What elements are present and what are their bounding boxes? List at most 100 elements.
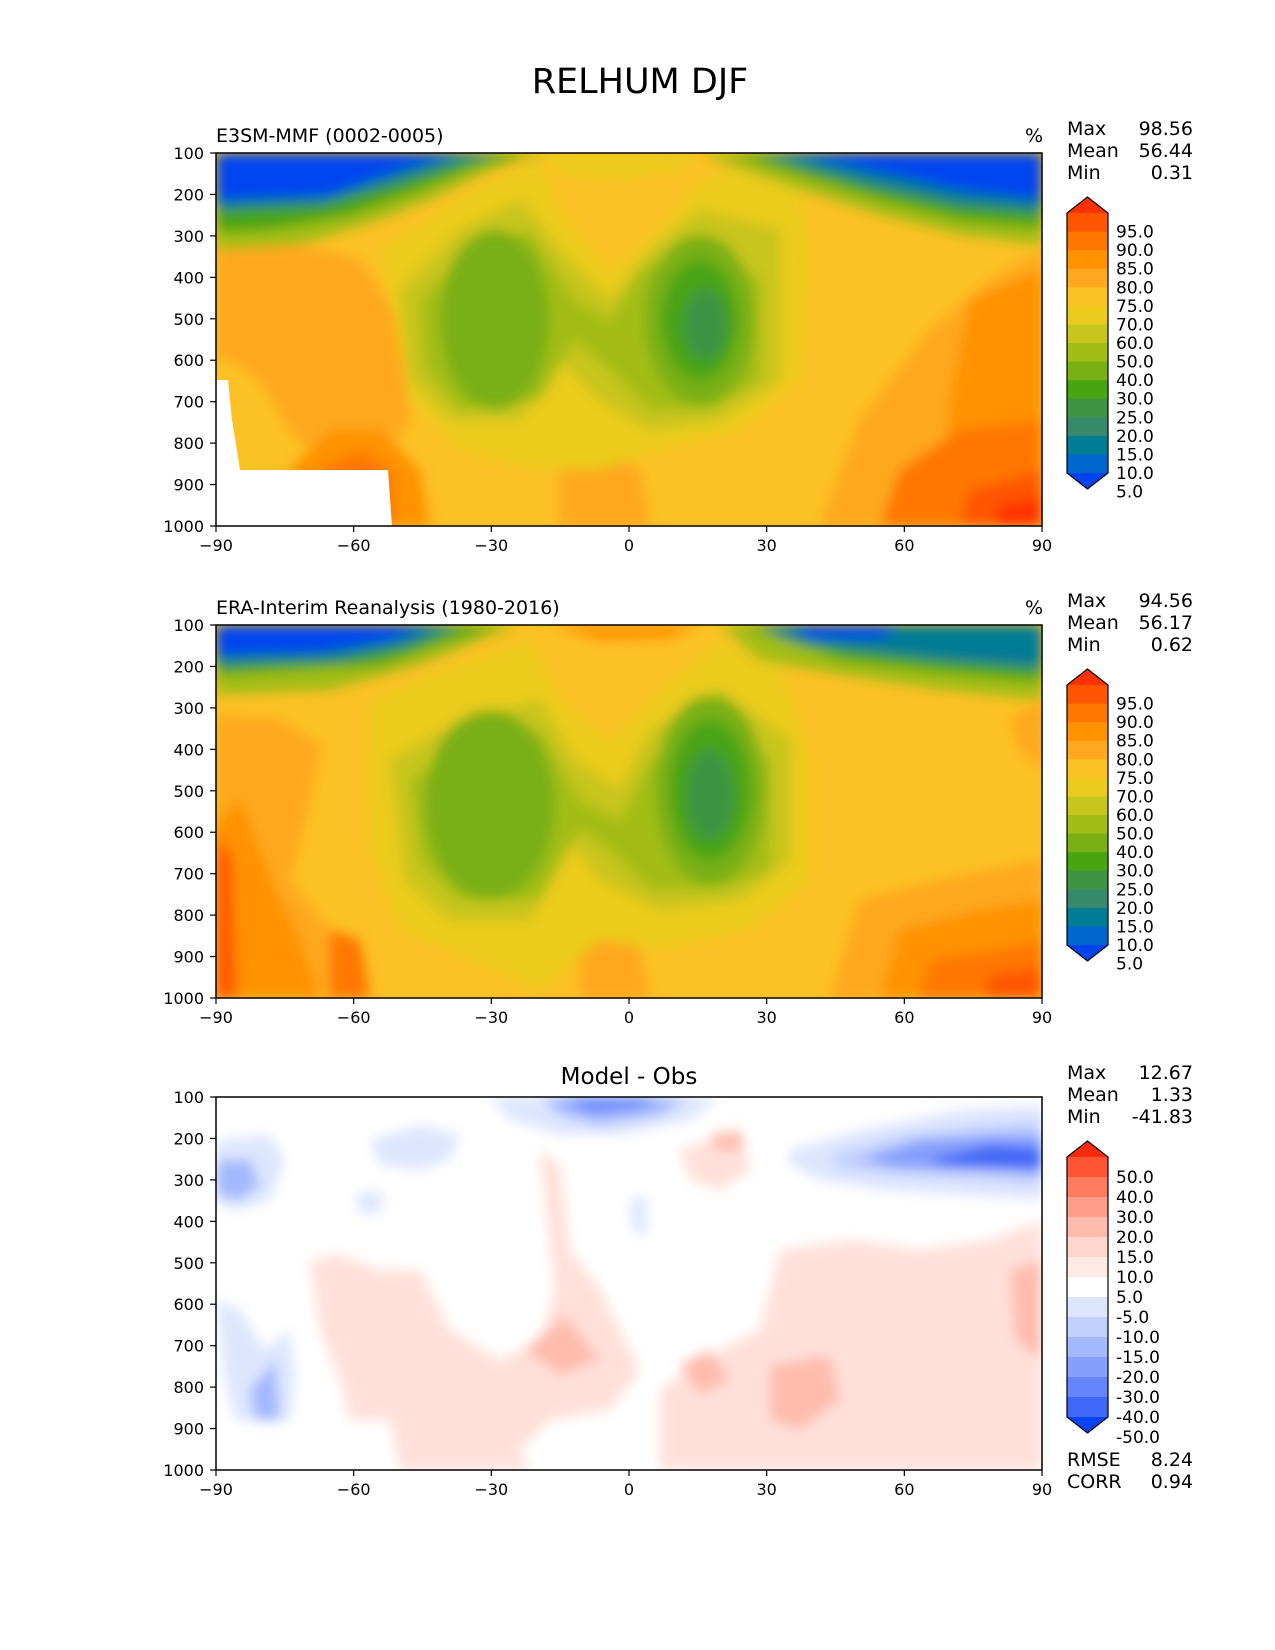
stat-value-max: 94.56 [1139,590,1193,612]
colorbar-segment [1067,1157,1108,1178]
colorbar-segment [1067,343,1108,363]
x-tick-label: 60 [894,536,914,555]
stat-value-mean: 56.17 [1139,612,1193,634]
colorbar-segment [1067,1177,1108,1198]
y-tick-label: 800 [173,906,204,925]
y-tick-label: 400 [173,740,204,759]
colorbar-segment [1067,703,1108,723]
x-tick-label: −90 [199,1008,233,1027]
y-tick-label: 500 [173,782,204,801]
y-tick-label: 400 [173,268,204,287]
colorbar-tick-label: 25.0 [1116,880,1154,900]
x-tick-label: −30 [474,536,508,555]
colorbar-segment [1067,361,1108,381]
stat-label-max: Max [1067,1062,1106,1084]
colorbar-tick-label: -5.0 [1116,1308,1149,1328]
colorbar-tick-label: -40.0 [1116,1408,1160,1428]
y-tick-label: 600 [173,823,204,842]
colorbar-segment [1067,305,1108,325]
y-tick-label: 100 [173,1088,204,1107]
colorbar-tick-label: 15.0 [1116,445,1154,465]
colorbar-extend-min [1067,945,1108,961]
colorbar-segment [1067,1217,1108,1238]
colorbar-segment [1067,740,1108,760]
colorbar-segment [1067,213,1108,233]
x-tick-label: 30 [756,1480,776,1499]
panel-model-x-ticks: −90 −60 −30 0 30 60 90 [199,526,1052,555]
panel-obs-units: % [1025,597,1043,619]
colorbar-tick-label: -50.0 [1116,1428,1160,1448]
colorbar-outline [1066,196,1109,490]
colorbar-tick-label: -15.0 [1116,1348,1160,1368]
colorbar-tick-label: 15.0 [1116,1248,1154,1268]
colorbar-segment [1067,231,1108,251]
colorbar-tick-label: 40.0 [1116,371,1154,391]
colorbar-extend-min [1067,1417,1108,1433]
stat-value-min: 0.31 [1151,162,1193,184]
colorbar-segment [1067,1237,1108,1258]
y-tick-label: 100 [173,616,204,635]
colorbar-segment [1067,796,1108,816]
colorbar-segment [1067,1317,1108,1338]
panel-obs-contour-field [216,625,1042,998]
stat-value-corr: 0.94 [1151,1471,1193,1493]
colorbar-segment [1067,852,1108,872]
stat-value-mean: 1.33 [1151,1084,1193,1106]
panel-obs-x-ticks: −90 −60 −30 0 30 60 90 [199,998,1052,1027]
x-tick-label: −60 [337,1008,371,1027]
y-tick-label: 300 [173,1171,204,1190]
colorbar-tick-label: -10.0 [1116,1328,1160,1348]
colorbar-tick-label: 85.0 [1116,732,1154,752]
colorbar-tick-label: 40.0 [1116,843,1154,863]
colorbar-tick-label: 70.0 [1116,787,1154,807]
colorbar-segment [1067,380,1108,400]
x-tick-label: 0 [624,536,634,555]
colorbar-segment [1067,870,1108,890]
stat-label-corr: CORR [1067,1471,1122,1493]
y-tick-label: 1000 [163,1461,204,1480]
stat-value-rmse: 8.24 [1151,1449,1193,1471]
colorbar-tick-label: 5.0 [1116,1288,1143,1308]
y-tick-label: 700 [173,1337,204,1356]
colorbar-tick-label: 5.0 [1116,483,1143,503]
colorbar-segment [1067,1257,1108,1278]
colorbar-tick-label: 95.0 [1116,695,1154,715]
y-tick-label: 900 [173,948,204,967]
stat-value-max: 12.67 [1139,1062,1193,1084]
colorbar-segment [1067,777,1108,797]
x-tick-label: 60 [894,1008,914,1027]
colorbar-tick-label: 50.0 [1116,825,1154,845]
colorbar-segment [1067,435,1108,455]
colorbar-segment [1067,250,1108,270]
panel-model-colorbar: 95.090.085.080.075.070.060.050.040.030.0… [1066,196,1154,503]
x-tick-label: 0 [624,1008,634,1027]
colorbar-segment [1067,722,1108,742]
y-tick-label: 300 [173,227,204,246]
colorbar-segment [1067,1277,1108,1298]
colorbar-tick-label: 10.0 [1116,464,1154,484]
panel-diff: Model - Obs Max 12.67 Mean 1.33 Min -41.… [163,1062,1193,1499]
y-tick-label: 700 [173,393,204,412]
colorbar-tick-label: 90.0 [1116,241,1154,261]
colorbar-tick-label: 20.0 [1116,427,1154,447]
colorbar-tick-label: 50.0 [1116,353,1154,373]
colorbar-extend-max [1067,669,1108,685]
colorbar-segment [1067,1297,1108,1318]
panel-model: E3SM-MMF (0002-0005) % Max 98.56 Mean 56… [163,118,1193,555]
x-tick-label: −30 [474,1480,508,1499]
panel-diff-contour-field [216,1097,1042,1470]
y-tick-label: 100 [173,144,204,163]
colorbar-tick-label: 10.0 [1116,936,1154,956]
colorbar-tick-label: 85.0 [1116,260,1154,280]
colorbar-tick-label: 80.0 [1116,750,1154,770]
colorbar-tick-label: 50.0 [1116,1168,1154,1188]
y-tick-label: 800 [173,434,204,453]
colorbar-tick-label: -20.0 [1116,1368,1160,1388]
y-tick-label: 400 [173,1212,204,1231]
x-tick-label: 30 [756,1008,776,1027]
panel-obs-y-ticks: 100 200 300 400 500 600 700 800 900 1000 [163,616,216,1008]
colorbar-tick-label: 5.0 [1116,955,1143,975]
colorbar-tick-label: 40.0 [1116,1188,1154,1208]
y-tick-label: 900 [173,1420,204,1439]
colorbar-segment [1067,268,1108,288]
